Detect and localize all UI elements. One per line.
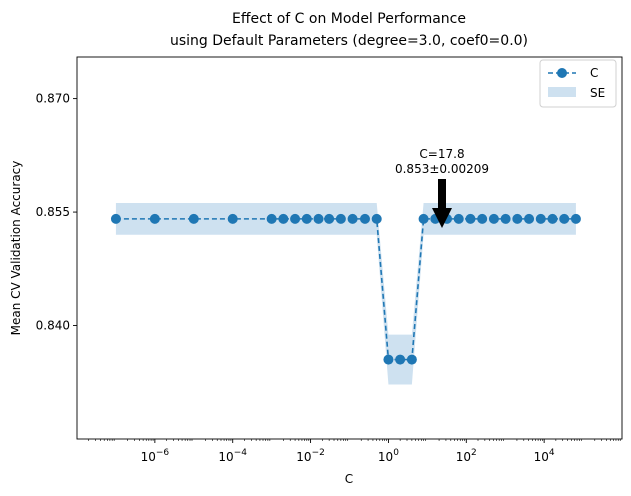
data-point	[500, 213, 511, 224]
x-axis: 10−6 10−4 10−2 100 102 104	[88, 439, 621, 464]
data-point	[324, 213, 335, 224]
data-point	[371, 213, 382, 224]
legend-entry-se: SE	[548, 86, 605, 100]
data-point	[453, 213, 464, 224]
series-line-c	[115, 218, 576, 361]
y-axis: 0.840 0.855 0.870	[36, 92, 77, 333]
data-point	[570, 213, 581, 224]
se-band	[115, 202, 576, 385]
legend-label-se: SE	[590, 86, 605, 100]
data-point	[347, 213, 358, 224]
legend-label-c: C	[590, 66, 598, 80]
y-tick-label: 0.870	[36, 92, 70, 106]
annotation-arrow	[432, 179, 452, 228]
annotation-line2: 0.853±0.00209	[395, 162, 489, 176]
data-point	[547, 213, 558, 224]
annotation-line1: C=17.8	[419, 147, 464, 161]
legend-band-swatch	[548, 87, 576, 97]
data-point	[359, 213, 370, 224]
data-point	[301, 213, 312, 224]
data-point	[418, 213, 429, 224]
legend-entry-c: C	[548, 66, 598, 80]
data-point	[149, 213, 160, 224]
x-tick-label: 104	[534, 448, 555, 464]
x-tick-label: 10−6	[141, 448, 170, 464]
annotation: C=17.8 0.853±0.00209	[395, 147, 489, 228]
plot-area	[110, 202, 581, 385]
data-point	[266, 213, 277, 224]
data-point	[383, 354, 394, 365]
data-point	[227, 213, 238, 224]
legend-marker-swatch	[557, 68, 567, 78]
x-tick-label: 10−4	[218, 448, 247, 464]
x-tick-label: 10−2	[296, 448, 325, 464]
y-tick-label: 0.840	[36, 319, 70, 333]
data-point	[477, 213, 488, 224]
x-tick-label: 100	[378, 448, 399, 464]
x-axis-label: C	[345, 472, 353, 486]
data-point	[110, 213, 121, 224]
y-tick-label: 0.855	[36, 205, 70, 219]
y-axis-label: Mean CV Validation Accuracy	[9, 161, 23, 336]
data-point	[278, 213, 289, 224]
data-point	[395, 354, 406, 365]
data-point	[524, 213, 535, 224]
data-point	[290, 213, 301, 224]
legend: C SE	[539, 59, 617, 108]
chart-title-line2: using Default Parameters (degree=3.0, co…	[170, 33, 528, 49]
data-point	[188, 213, 199, 224]
data-point	[335, 213, 346, 224]
chart-title-line1: Effect of C on Model Performance	[232, 11, 466, 27]
x-tick-label: 102	[456, 448, 477, 464]
axes-frame	[76, 56, 623, 440]
data-point	[559, 213, 570, 224]
data-point	[512, 213, 523, 224]
data-point	[406, 354, 417, 365]
data-point	[313, 213, 324, 224]
data-point	[488, 213, 499, 224]
data-point	[465, 213, 476, 224]
data-point	[535, 213, 546, 224]
